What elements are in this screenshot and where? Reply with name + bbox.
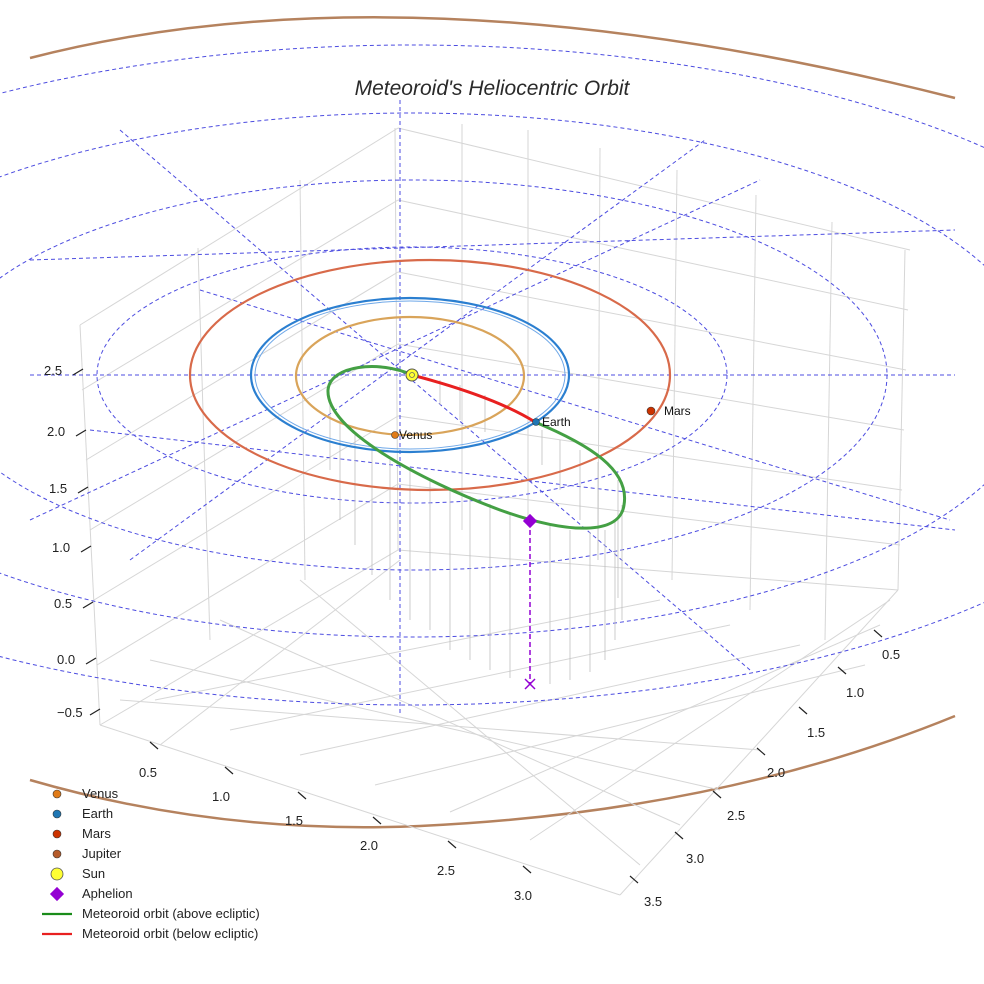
z-tick-mark	[77, 486, 89, 494]
legend-item-sun: Sun	[50, 866, 105, 881]
legend-item-venus: Venus	[52, 786, 119, 801]
earth-orbit	[249, 296, 571, 454]
legend-item-orbit-below: Meteoroid orbit (below ecliptic)	[42, 926, 258, 941]
x-tick-label: 3.0	[514, 888, 532, 903]
meteoroid-orbit-below	[411, 373, 536, 424]
y-tick-label: 2.5	[727, 808, 745, 823]
y-tick-label: 0.5	[882, 647, 900, 662]
sun-marker	[405, 368, 419, 382]
venus-marker	[391, 431, 399, 439]
z-tick-mark	[89, 708, 101, 716]
legend-label: Mars	[82, 826, 111, 841]
legend-label: Venus	[82, 786, 119, 801]
ecliptic-grid	[0, 44, 984, 715]
x-axis: 0.5 1.0 1.5 2.0 2.5 3.0	[139, 741, 532, 903]
drop-lines	[329, 380, 623, 684]
jupiter-orbit-top-arc	[29, 16, 956, 100]
mars-label: Mars	[664, 404, 691, 418]
x-tick-mark	[149, 741, 159, 750]
legend-item-orbit-above: Meteoroid orbit (above ecliptic)	[42, 906, 260, 921]
aphelion-projection-x	[524, 678, 536, 690]
aphelion-marker	[522, 513, 538, 529]
jupiter-orbit-bottom-arc	[29, 714, 956, 829]
legend-swatch	[52, 809, 62, 819]
sun-core	[409, 372, 415, 378]
x-tick-label: 1.0	[212, 789, 230, 804]
x-tick-label: 2.5	[437, 863, 455, 878]
earth-orbit-inner	[254, 300, 566, 450]
legend-item-aphelion: Aphelion	[49, 886, 133, 902]
y-tick-label: 2.0	[767, 765, 785, 780]
y-tick-mark	[674, 831, 684, 840]
venus-label: Venus	[399, 428, 432, 442]
ecliptic-ring-2.5	[0, 112, 984, 638]
legend: Venus Earth Mars Jupiter Sun Aphelion Meteoroi…	[42, 786, 260, 941]
legend-label: Aphelion	[82, 886, 133, 901]
ecliptic-ring-3	[0, 44, 984, 706]
legend-item-jupiter: Jupiter	[52, 846, 122, 861]
y-tick-label: 3.0	[686, 851, 704, 866]
box-grid	[79, 124, 911, 896]
x-tick-mark	[372, 816, 382, 825]
z-tick-mark	[80, 545, 92, 553]
y-tick-label: 1.5	[807, 725, 825, 740]
ecliptic-spoke	[129, 139, 706, 561]
y-tick-label: 1.0	[846, 685, 864, 700]
legend-swatch	[52, 829, 62, 839]
z-tick-mark	[85, 657, 97, 665]
z-tick-mark	[72, 368, 84, 376]
mars-orbit	[188, 258, 672, 492]
legend-swatch	[49, 886, 65, 902]
earth-label: Earth	[542, 415, 571, 429]
legend-swatch	[50, 867, 64, 881]
y-tick-mark	[712, 790, 722, 799]
z-tick-mark	[75, 429, 87, 437]
x-tick-label: 2.0	[360, 838, 378, 853]
legend-swatch	[52, 849, 62, 859]
legend-item-earth: Earth	[52, 806, 113, 821]
legend-swatch	[52, 789, 62, 799]
z-tick-label: 0.0	[57, 652, 75, 667]
y-tick-mark	[798, 706, 808, 715]
legend-label: Meteoroid orbit (above ecliptic)	[82, 906, 260, 921]
z-tick-label: −0.5	[57, 705, 83, 720]
y-axis: 0.5 1.0 1.5 2.0 2.5 3.0 3.5	[629, 629, 900, 909]
venus-orbit	[294, 315, 526, 437]
mars-marker	[646, 406, 656, 416]
x-tick-mark	[224, 766, 234, 775]
z-tick-mark	[82, 601, 94, 609]
x-tick-label: 0.5	[139, 765, 157, 780]
y-tick-mark	[837, 666, 847, 675]
z-tick-label: 2.0	[47, 424, 65, 439]
z-tick-label: 2.5	[44, 363, 62, 378]
meteoroid-orbit-above	[326, 365, 627, 530]
legend-label: Jupiter	[82, 846, 122, 861]
ecliptic-spoke	[119, 129, 751, 671]
x-tick-mark	[522, 865, 532, 874]
chart-title: Meteoroid's Heliocentric Orbit	[355, 77, 631, 100]
z-tick-label: 1.5	[49, 481, 67, 496]
earth-marker	[532, 418, 540, 426]
x-tick-mark	[447, 840, 457, 849]
y-tick-mark	[756, 747, 766, 756]
y-tick-mark	[629, 875, 639, 884]
y-tick-mark	[873, 629, 883, 638]
legend-label: Sun	[82, 866, 105, 881]
legend-label: Earth	[82, 806, 113, 821]
ecliptic-spoke	[199, 289, 951, 521]
z-tick-label: 0.5	[54, 596, 72, 611]
ecliptic-spoke	[29, 229, 956, 261]
ecliptic-spoke	[29, 179, 761, 521]
legend-label: Meteoroid orbit (below ecliptic)	[82, 926, 258, 941]
legend-item-mars: Mars	[52, 826, 111, 841]
z-tick-label: 1.0	[52, 540, 70, 555]
x-tick-mark	[297, 791, 307, 800]
y-tick-label: 3.5	[644, 894, 662, 909]
z-axis: 2.5 2.0 1.5 1.0 0.5 0.0 −0.5	[44, 363, 101, 720]
x-tick-label: 1.5	[285, 813, 303, 828]
